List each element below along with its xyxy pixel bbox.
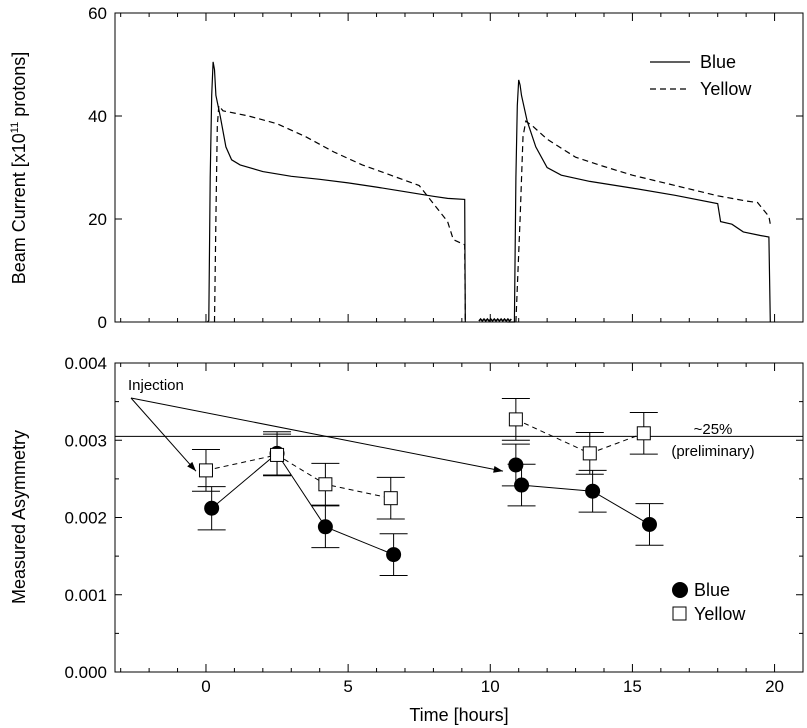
x-tick-label: 15 (623, 677, 642, 696)
series-line-yellow (515, 120, 771, 323)
top-y-tick-label: 20 (88, 210, 107, 229)
bottom-plot-frame (114, 362, 804, 673)
top-legend: Blue Yellow (650, 52, 752, 99)
injection-arrow-shaft (130, 397, 504, 472)
yellow-point (318, 477, 333, 492)
top-legend-label-yellow: Yellow (700, 79, 752, 99)
top-y-axis-exponent: 11 (9, 122, 21, 133)
top-y-tick-label: 60 (88, 4, 107, 23)
top-series (206, 61, 771, 323)
blue-point (508, 457, 524, 473)
legend-marker-blue (672, 582, 688, 598)
yellow-point (582, 446, 597, 461)
blue-connector (211, 452, 394, 556)
yellow-point (636, 426, 651, 441)
bottom-legend-label-yellow: Yellow (694, 604, 746, 624)
bottom-y-tick-label: 0.004 (64, 354, 107, 373)
x-tick-label: 10 (481, 677, 500, 696)
top-y-tick-label: 40 (88, 107, 107, 126)
x-axis-title: Time [hours] (409, 705, 508, 725)
yellow-point (270, 447, 285, 462)
series-line-yellow (213, 104, 466, 323)
series-line-blue (507, 79, 771, 323)
noise-trace (478, 317, 512, 323)
bottom-panel: 0.000 0.001 0.002 0.003 0.004 0 5 10 15 20 ~25% (… (9, 354, 804, 725)
top-legend-label-blue: Blue (700, 52, 736, 72)
injection-arrows (130, 397, 504, 473)
top-ticks: 0 20 40 60 (88, 4, 804, 332)
bottom-y-tick-label: 0.001 (64, 586, 107, 605)
x-tick-label: 20 (765, 677, 784, 696)
top-y-axis-title: Beam Current [x1011 protons] (9, 52, 29, 285)
blue-point (204, 500, 220, 516)
blue-point (641, 516, 657, 532)
top-panel: 0 20 40 60 Beam Current [x1011 protons] Blu… (9, 4, 804, 332)
bottom-legend-label-blue: Blue (694, 580, 730, 600)
bottom-y-tick-label: 0.002 (64, 509, 107, 528)
blue-point (514, 477, 530, 493)
x-tick-label: 0 (201, 677, 210, 696)
reference-label-preliminary: (preliminary) (671, 443, 754, 460)
series-line-blue (206, 61, 466, 323)
bottom-y-tick-label: 0.003 (64, 431, 107, 450)
bottom-ticks: 0.000 0.001 0.002 0.003 0.004 0 5 10 15 20 (64, 354, 804, 696)
bottom-series (191, 398, 664, 576)
bottom-y-axis-title: Measured Asymmetry (9, 430, 29, 604)
bottom-y-tick-label: 0.000 (64, 663, 107, 682)
injection-label: Injection (128, 377, 184, 394)
yellow-point (508, 412, 523, 427)
injection-arrow-shaft (130, 397, 197, 472)
top-plot-frame (114, 12, 804, 323)
bottom-legend: Blue Yellow (672, 580, 746, 624)
injection-arrow-head (187, 461, 196, 472)
blue-point (386, 547, 402, 563)
yellow-point (198, 463, 213, 478)
blue-point (585, 483, 601, 499)
legend-marker-yellow (672, 606, 687, 621)
top-y-tick-label: 0 (98, 313, 107, 332)
yellow-connector (205, 454, 391, 499)
x-tick-label: 5 (343, 677, 352, 696)
injection-arrow-head (493, 465, 504, 473)
yellow-point (383, 491, 398, 506)
blue-point (317, 519, 333, 535)
reference-label-percent: ~25% (694, 421, 733, 438)
